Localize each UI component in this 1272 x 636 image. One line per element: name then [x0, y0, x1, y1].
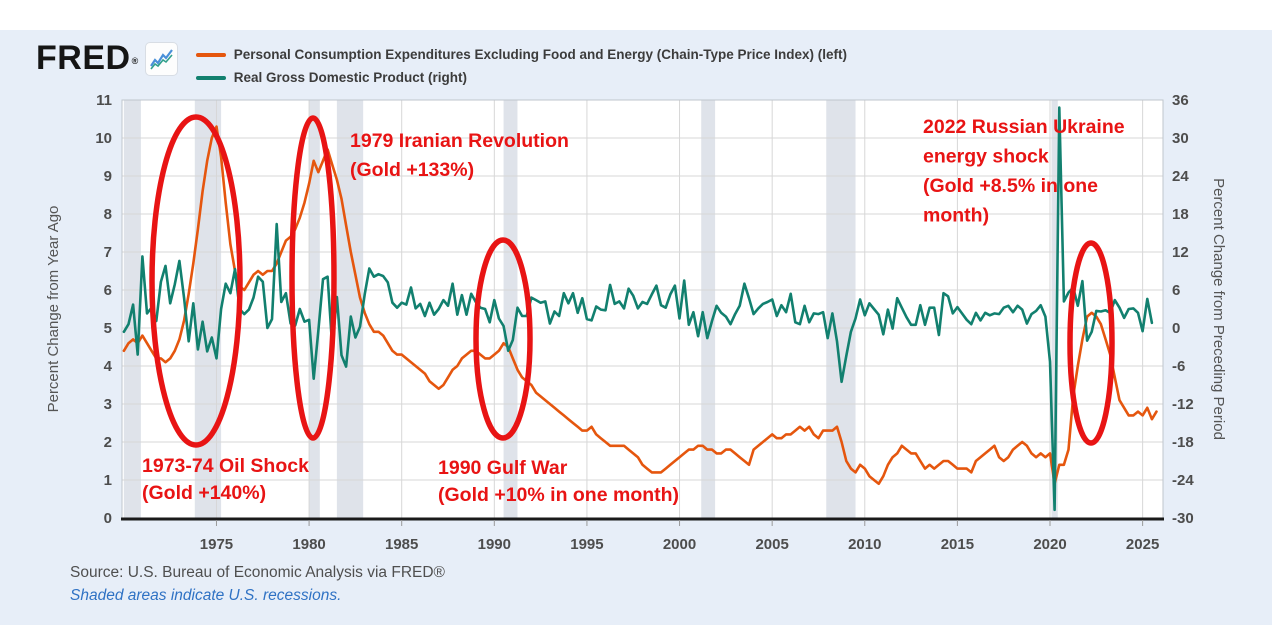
annotation-text: 2022 Russian Ukraine: [923, 116, 1125, 138]
chart-header: FRED ® Personal Consumption Expenditures …: [36, 40, 847, 86]
recession-band: [309, 100, 320, 518]
right-axis-tick-label: -12: [1172, 396, 1194, 413]
annotation-text: (Gold +10% in one month): [438, 484, 679, 506]
x-axis-tick-label: 1995: [570, 536, 603, 553]
recession-band: [826, 100, 856, 518]
recession-band: [701, 100, 716, 518]
annotation-oval: [289, 115, 337, 441]
annotation-text: 1990 Gulf War: [438, 457, 568, 479]
left-axis-tick-label: 0: [104, 510, 112, 527]
x-axis-tick-label: 1985: [385, 536, 418, 553]
left-axis-tick-label: 8: [104, 206, 112, 223]
x-axis-tick-label: 2000: [663, 536, 696, 553]
recessions-note-link[interactable]: Shaded areas indicate U.S. recessions.: [70, 587, 342, 604]
left-axis-tick-label: 7: [104, 244, 112, 261]
annotation-text: 1973-74 Oil Shock: [142, 455, 309, 477]
right-axis-tick-label: -30: [1172, 510, 1194, 527]
registered-mark: ®: [131, 56, 139, 66]
fred-logo-chart-icon: [144, 42, 178, 76]
x-axis-tick-label: 2010: [848, 536, 881, 553]
right-axis-title: Percent Change from Preceding Period: [1210, 178, 1227, 440]
x-axis-tick-label: 1980: [292, 536, 325, 553]
annotation-oval: [473, 237, 533, 441]
x-axis-tick-label: 1975: [200, 536, 233, 553]
fred-logo-text: FRED: [36, 39, 131, 77]
x-axis-tick-label: 2020: [1033, 536, 1066, 553]
x-axis-tick-label: 2005: [755, 536, 788, 553]
left-axis-tick-label: 5: [104, 320, 112, 337]
annotation-text: energy shock: [923, 146, 1049, 168]
annotation-text: (Gold +8.5% in one: [923, 175, 1098, 197]
legend-swatch-gdp: [195, 75, 226, 80]
legend-label-gdp: Real Gross Domestic Product (right): [233, 70, 467, 85]
right-axis-tick-label: 6: [1172, 282, 1180, 299]
left-axis-tick-label: 3: [104, 396, 112, 413]
source-text: Source: U.S. Bureau of Economic Analysis…: [70, 564, 445, 581]
annotation-text: month): [923, 205, 989, 227]
left-axis-tick-label: 2: [104, 434, 112, 451]
chart-footer: Source: U.S. Bureau of Economic Analysis…: [70, 561, 445, 607]
left-axis-tick-label: 4: [104, 358, 113, 375]
left-axis-tick-label: 6: [104, 282, 112, 299]
right-axis-tick-label: -6: [1172, 358, 1185, 375]
annotation-oval: [149, 114, 243, 448]
legend-swatch-pce: [195, 52, 226, 57]
right-axis-tick-label: 18: [1172, 206, 1189, 223]
left-axis-tick-label: 11: [96, 92, 112, 109]
right-axis-tick-label: -18: [1172, 434, 1194, 451]
right-axis-tick-label: -24: [1172, 472, 1194, 489]
recession-band: [503, 100, 518, 518]
annotation-text: (Gold +133%): [350, 159, 474, 181]
legend: Personal Consumption Expenditures Exclud…: [195, 46, 848, 86]
fred-logo: FRED ®: [36, 40, 139, 76]
x-axis-tick-label: 1990: [478, 536, 511, 553]
right-axis-tick-label: 36: [1172, 92, 1189, 109]
left-axis-title: Percent Change from Year Ago: [45, 206, 62, 413]
right-axis-tick-label: 24: [1172, 168, 1189, 185]
x-axis-tick-label: 2015: [941, 536, 974, 553]
left-axis-tick-label: 1: [104, 472, 112, 489]
legend-label-pce: Personal Consumption Expenditures Exclud…: [233, 47, 848, 62]
annotation-text: 1979 Iranian Revolution: [350, 130, 569, 152]
annotation-oval: [1067, 240, 1115, 446]
recession-band: [1051, 100, 1058, 518]
recession-band: [336, 100, 364, 518]
legend-item-pce: Personal Consumption Expenditures Exclud…: [195, 46, 848, 63]
annotation-text: (Gold +140%): [142, 482, 266, 504]
right-axis-tick-label: 30: [1172, 130, 1189, 147]
left-axis-tick-label: 10: [95, 130, 112, 147]
right-axis-tick-label: 0: [1172, 320, 1180, 337]
x-axis-tick-label: 2025: [1126, 536, 1159, 553]
pce-core-inflation-line: [122, 125, 1158, 486]
left-axis-tick-label: 9: [104, 168, 112, 185]
legend-item-gdp: Real Gross Domestic Product (right): [195, 69, 847, 86]
right-axis-tick-label: 12: [1172, 244, 1189, 261]
